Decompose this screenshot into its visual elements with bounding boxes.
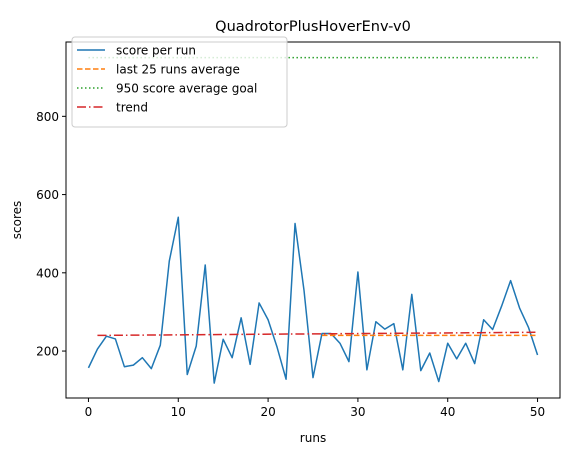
y-axis-label: scores — [10, 201, 24, 240]
series-line-score-per-run — [87, 216, 539, 384]
y-tick-label: 600 — [36, 188, 59, 202]
legend-label-last-25-runs-average: last 25 runs average — [116, 63, 240, 77]
x-axis-label: runs — [300, 431, 326, 445]
series-line-trend — [97, 331, 538, 337]
x-axis-ticks: 0 10 20 30 40 50 — [85, 398, 545, 419]
legend-label-950-score-average-goal: 950 score average goal — [116, 82, 257, 96]
x-tick-label: 20 — [260, 405, 275, 419]
plot-lines — [87, 56, 539, 384]
y-axis-ticks: 200 400 600 800 — [36, 110, 66, 359]
legend-label-trend: trend — [116, 101, 148, 115]
x-tick-label: 50 — [530, 405, 545, 419]
x-tick-label: 0 — [85, 405, 93, 419]
chart-title: QuadrotorPlusHoverEnv-v0 — [215, 19, 411, 35]
x-tick-label: 10 — [171, 405, 186, 419]
legend-label-score-per-run: score per run — [116, 44, 196, 58]
legend: score per run last 25 runs average 950 sco… — [71, 36, 288, 128]
plot-frame — [65, 41, 561, 399]
legend-box — [71, 36, 288, 128]
y-tick-label: 400 — [36, 266, 59, 280]
x-tick-label: 30 — [350, 405, 365, 419]
x-tick-label: 40 — [440, 405, 455, 419]
y-tick-label: 200 — [36, 345, 59, 359]
y-tick-label: 800 — [36, 110, 59, 124]
